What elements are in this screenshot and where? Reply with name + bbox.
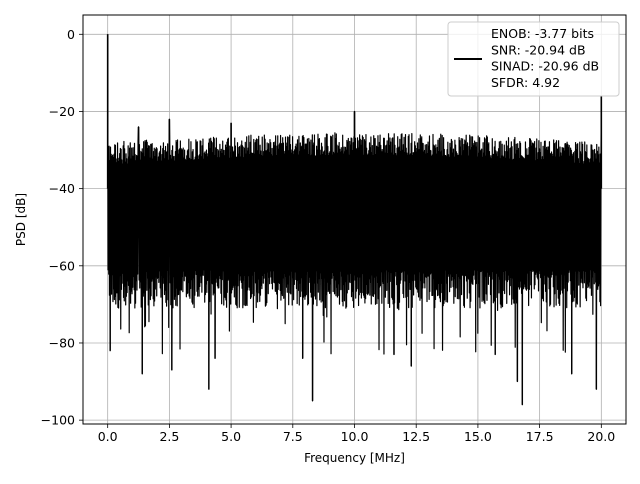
legend-line-enob: ENOB: -3.77 bits [491, 26, 594, 41]
y-tick-label: −60 [49, 258, 75, 273]
x-tick-label: 2.5 [159, 429, 179, 444]
x-tick-label: 15.0 [464, 429, 492, 444]
y-tick-label: −100 [41, 413, 75, 428]
x-tick-label: 5.0 [221, 429, 241, 444]
legend-line-sfdr: SFDR: 4.92 [491, 75, 560, 90]
x-axis-label: Frequency [MHz] [304, 451, 405, 465]
y-tick-label: −40 [49, 181, 75, 196]
psd-series-line [107, 34, 602, 406]
series-layer [106, 34, 603, 406]
legend-line-sinad: SINAD: -20.96 dB [491, 59, 599, 74]
x-tick-label: 10.0 [341, 429, 369, 444]
x-axis-ticks: 0.0 2.5 5.0 7.5 10.0 12.5 15.0 17.5 20.0 [98, 424, 615, 444]
y-tick-label: 0 [67, 27, 75, 42]
x-tick-label: 0.0 [98, 429, 118, 444]
y-tick-label: −80 [49, 335, 75, 350]
legend: ENOB: -3.77 bits SNR: -20.94 dB SINAD: -… [447, 21, 620, 97]
y-axis-ticks: 0 −20 −40 −60 −80 −100 [41, 27, 83, 428]
legend-box [447, 21, 620, 97]
y-axis-label: PSD [dB] [14, 193, 28, 246]
legend-line-snr: SNR: -20.94 dB [491, 42, 586, 57]
x-tick-label: 17.5 [526, 429, 554, 444]
x-tick-label: 7.5 [283, 429, 303, 444]
x-tick-label: 12.5 [402, 429, 430, 444]
y-tick-label: −20 [49, 104, 75, 119]
x-tick-label: 20.0 [587, 429, 615, 444]
